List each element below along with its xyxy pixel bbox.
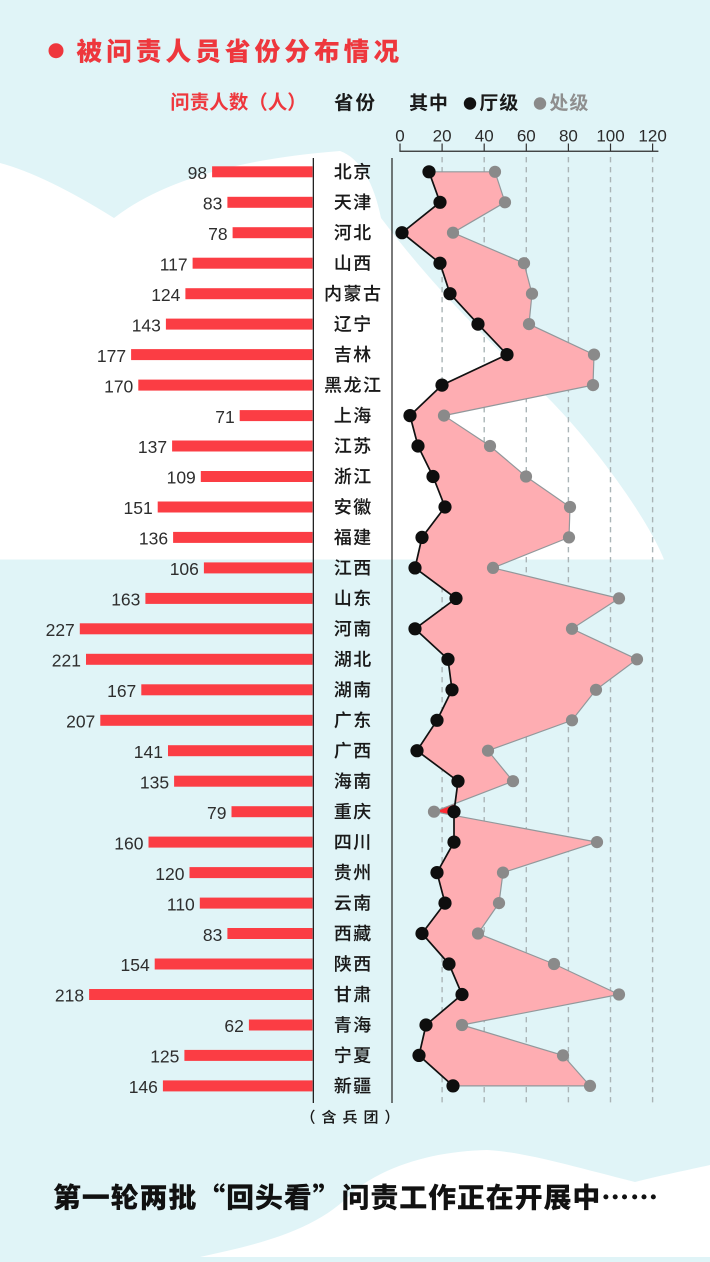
svg-text:135: 135 [140,772,169,792]
svg-text:83: 83 [203,925,222,945]
svg-text:136: 136 [139,529,168,549]
svg-text:163: 163 [111,590,140,610]
svg-text:60: 60 [517,127,536,146]
svg-text:167: 167 [107,681,136,701]
svg-text:71: 71 [215,407,234,427]
svg-text:160: 160 [114,833,143,853]
svg-text:177: 177 [97,346,126,366]
svg-text:221: 221 [52,651,81,671]
svg-text:40: 40 [475,127,494,146]
svg-text:120: 120 [155,864,184,884]
svg-text:62: 62 [224,1016,243,1036]
svg-text:146: 146 [129,1077,158,1097]
svg-text:0: 0 [395,127,404,146]
svg-text:120: 120 [638,127,666,146]
svg-text:80: 80 [559,127,578,146]
svg-text:125: 125 [150,1047,179,1067]
svg-text:141: 141 [134,742,163,762]
svg-text:207: 207 [66,712,95,732]
svg-text:110: 110 [167,894,195,914]
svg-text:227: 227 [46,620,75,640]
svg-text:98: 98 [188,163,207,183]
svg-text:143: 143 [132,315,161,335]
svg-text:137: 137 [138,437,167,457]
svg-text:79: 79 [207,803,226,823]
svg-text:20: 20 [433,127,452,146]
svg-text:83: 83 [203,194,222,214]
svg-text:78: 78 [208,224,227,244]
svg-text:109: 109 [167,468,196,488]
svg-text:124: 124 [151,285,180,305]
svg-text:218: 218 [55,986,84,1006]
svg-text:106: 106 [170,559,199,579]
svg-text:151: 151 [123,498,152,518]
svg-text:170: 170 [104,376,133,396]
svg-text:117: 117 [160,254,188,274]
svg-text:100: 100 [596,127,624,146]
svg-text:154: 154 [120,955,149,975]
